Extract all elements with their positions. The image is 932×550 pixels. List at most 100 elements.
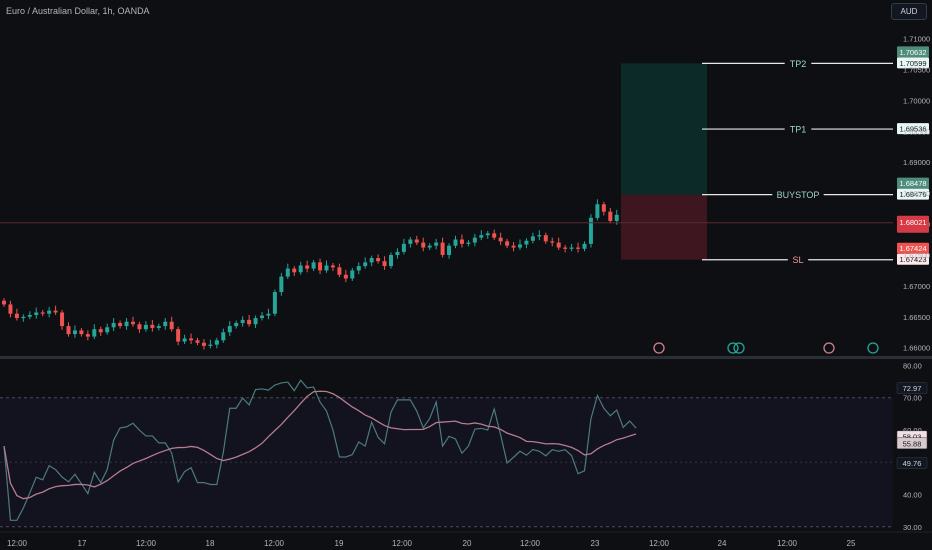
rsi-value-tag: 72.97 <box>903 384 922 393</box>
candle <box>66 326 71 335</box>
candle <box>543 235 548 242</box>
price-tag: 1.67423 <box>899 255 926 264</box>
candle <box>182 338 187 342</box>
candle <box>272 292 277 314</box>
y-tick-label: 1.70500 <box>903 65 930 74</box>
x-tick-label: 20 <box>463 539 472 548</box>
candle <box>208 344 213 346</box>
candle <box>350 270 355 279</box>
candle <box>279 276 284 293</box>
level-label-buystop: BUYSTOP <box>777 190 820 200</box>
candle <box>27 314 32 317</box>
candle <box>530 236 535 241</box>
candle <box>382 261 387 267</box>
x-tick-label: 12:00 <box>136 539 157 548</box>
rsi-y-tick-label: 70.00 <box>903 394 922 403</box>
candle <box>427 245 432 248</box>
x-tick-label: 12:00 <box>649 539 670 548</box>
axis-tag: 1.67424 <box>899 244 926 253</box>
candle <box>14 313 19 319</box>
candle <box>569 247 574 249</box>
currency-button[interactable]: AUD <box>891 3 927 20</box>
candle <box>234 322 239 327</box>
candle <box>563 247 568 249</box>
candle <box>414 239 419 243</box>
axis-tag-bg <box>897 177 929 189</box>
candle <box>356 266 361 271</box>
rsi-y-tick-label: 40.00 <box>903 491 922 500</box>
candle <box>311 262 316 269</box>
candle <box>227 326 232 333</box>
candle <box>556 242 561 248</box>
candle <box>131 321 135 325</box>
level-label-bg <box>784 123 812 136</box>
x-tick-label: 12:00 <box>392 539 413 548</box>
y-tick-label: 1.68500 <box>903 189 930 198</box>
candle <box>492 233 497 238</box>
price-tag-bg <box>897 188 929 200</box>
profit-zone <box>621 63 707 195</box>
y-tick-label: 1.67000 <box>903 282 930 291</box>
candle <box>21 316 26 319</box>
event-marker-icon <box>653 342 665 354</box>
event-marker-icon <box>727 342 739 354</box>
candle <box>330 265 335 268</box>
rsi-line <box>3 379 637 521</box>
candle <box>85 334 90 337</box>
candle <box>324 265 329 271</box>
candle <box>201 342 206 346</box>
candle <box>60 312 65 327</box>
candle <box>195 340 200 343</box>
candle <box>163 321 168 327</box>
x-tick-label: 19 <box>335 539 344 548</box>
x-tick-label: 12:00 <box>520 539 541 548</box>
candle <box>247 319 252 325</box>
rsi-y-tick-label: 30.00 <box>903 523 922 532</box>
candle <box>537 235 542 237</box>
candle <box>53 310 58 313</box>
candle <box>472 237 477 243</box>
candle <box>305 265 310 269</box>
rsi-value-tag: 58.03 <box>903 432 922 441</box>
candle <box>595 204 600 218</box>
candle <box>498 237 503 242</box>
event-marker-icon <box>823 342 835 354</box>
candle <box>266 313 271 316</box>
candle <box>189 338 194 341</box>
price-tag-bg <box>897 123 929 135</box>
axis-tag-bg <box>897 46 929 58</box>
x-tick-label: 17 <box>78 539 87 548</box>
candle <box>176 329 181 342</box>
event-marker-icon <box>867 342 879 354</box>
price-tag-bg <box>897 253 929 265</box>
candle <box>169 321 174 330</box>
x-tick-label: 24 <box>718 539 727 548</box>
candle <box>479 235 484 238</box>
chart-title: Euro / Australian Dollar, 1h, OANDA <box>6 6 150 16</box>
candle <box>34 312 39 315</box>
candle <box>214 340 219 345</box>
level-label-tp2: TP2 <box>790 59 807 69</box>
candle <box>253 318 258 325</box>
candle <box>260 315 264 319</box>
candle <box>318 262 323 271</box>
rsi-value-tag: 49.76 <box>903 459 922 468</box>
x-tick-label: 12:00 <box>264 539 285 548</box>
candle <box>576 247 581 249</box>
candle <box>369 258 374 263</box>
level-label-bg <box>787 253 809 266</box>
axis-tag-bg <box>897 242 929 254</box>
pane-separator <box>0 356 932 359</box>
candle <box>440 242 445 255</box>
x-tick-label: 18 <box>206 539 215 548</box>
y-tick-label: 1.70000 <box>903 96 930 105</box>
candle <box>118 322 123 327</box>
candle <box>2 300 6 305</box>
candle <box>453 239 458 246</box>
axis-tag: 1.70632 <box>899 48 926 57</box>
level-label-bg <box>784 57 812 70</box>
axis-tag: 1.68478 <box>899 179 926 188</box>
candle <box>72 330 77 335</box>
